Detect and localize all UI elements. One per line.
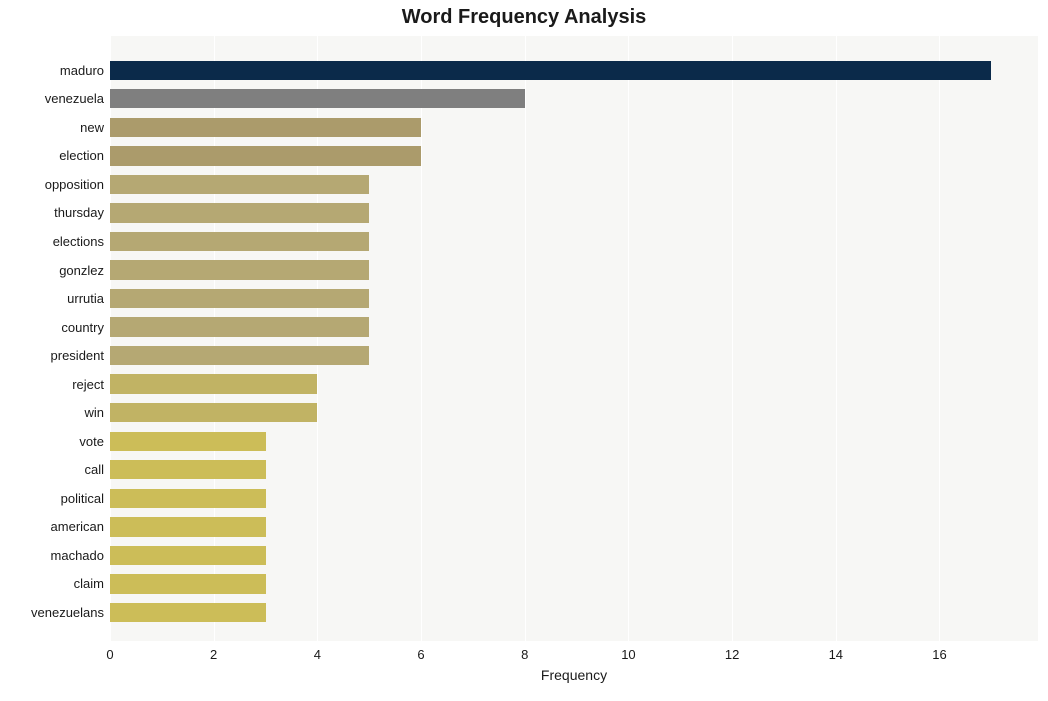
- gridline: [836, 36, 837, 641]
- chart-title: Word Frequency Analysis: [0, 6, 1048, 29]
- bar: [110, 346, 369, 365]
- y-tick-label: machado: [51, 548, 104, 563]
- bar: [110, 317, 369, 336]
- y-tick-label: gonzlez: [59, 263, 104, 278]
- x-tick-label: 2: [210, 647, 217, 662]
- bar: [110, 489, 266, 508]
- gridline: [939, 36, 940, 641]
- gridline: [525, 36, 526, 641]
- bar: [110, 89, 525, 108]
- y-tick-label: venezuelans: [31, 605, 104, 620]
- bar: [110, 146, 421, 165]
- y-tick-label: country: [61, 320, 104, 335]
- bar: [110, 203, 369, 222]
- bar: [110, 175, 369, 194]
- y-tick-label: win: [84, 405, 104, 420]
- x-tick-label: 10: [621, 647, 635, 662]
- x-tick-label: 12: [725, 647, 739, 662]
- x-tick-label: 6: [417, 647, 424, 662]
- x-tick-label: 16: [932, 647, 946, 662]
- x-tick-label: 0: [106, 647, 113, 662]
- bar: [110, 546, 266, 565]
- gridline: [421, 36, 422, 641]
- bar: [110, 374, 317, 393]
- bar: [110, 460, 266, 479]
- gridline: [732, 36, 733, 641]
- y-tick-label: elections: [53, 234, 104, 249]
- y-tick-label: urrutia: [67, 291, 104, 306]
- y-tick-label: american: [51, 519, 104, 534]
- y-tick-label: thursday: [54, 205, 104, 220]
- y-tick-label: political: [61, 491, 104, 506]
- plot-area: [110, 36, 1038, 641]
- y-tick-label: vote: [79, 434, 104, 449]
- bar: [110, 517, 266, 536]
- bar: [110, 403, 317, 422]
- bar: [110, 289, 369, 308]
- y-tick-label: election: [59, 148, 104, 163]
- y-tick-label: claim: [74, 576, 104, 591]
- y-tick-label: opposition: [45, 177, 104, 192]
- x-tick-label: 14: [829, 647, 843, 662]
- y-tick-label: venezuela: [45, 91, 104, 106]
- y-tick-label: new: [80, 120, 104, 135]
- chart-container: Word Frequency Analysis Frequency 0 2 4 6 8 1…: [0, 0, 1048, 701]
- y-tick-label: reject: [72, 377, 104, 392]
- y-tick-label: maduro: [60, 63, 104, 78]
- y-tick-label: call: [84, 462, 104, 477]
- bar: [110, 118, 421, 137]
- bar: [110, 61, 991, 80]
- bar: [110, 603, 266, 622]
- gridline: [628, 36, 629, 641]
- x-axis-label: Frequency: [110, 667, 1038, 683]
- bar: [110, 574, 266, 593]
- bar: [110, 260, 369, 279]
- y-tick-label: president: [51, 348, 104, 363]
- bar: [110, 432, 266, 451]
- x-tick-label: 4: [314, 647, 321, 662]
- x-tick-label: 8: [521, 647, 528, 662]
- bar: [110, 232, 369, 251]
